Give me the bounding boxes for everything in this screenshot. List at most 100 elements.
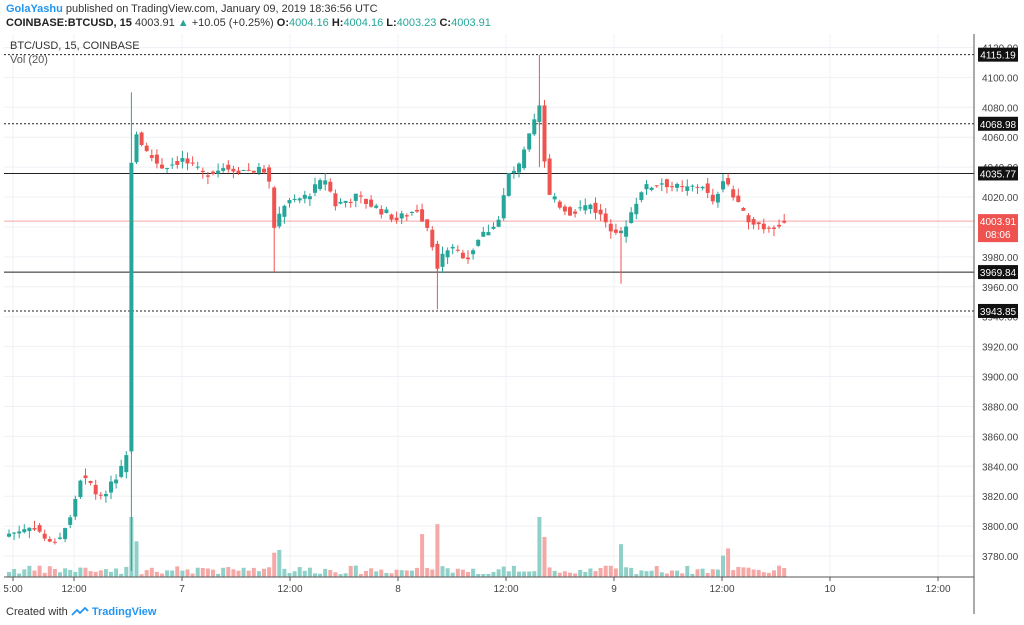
volume-bar — [695, 569, 700, 577]
candle-body — [170, 164, 175, 166]
candle-body — [532, 119, 537, 135]
created-with-label: Created with — [6, 606, 68, 618]
volume-bar — [348, 565, 353, 577]
y-tick-label: 4100.00 — [982, 73, 1019, 84]
y-tick-label: 4060.00 — [982, 133, 1019, 144]
volume-bar — [369, 568, 374, 577]
candle-body — [440, 253, 445, 267]
volume-bar — [731, 570, 736, 577]
volume-bar — [267, 567, 272, 577]
candle-body — [185, 158, 190, 164]
volume-bar — [619, 544, 623, 577]
volume-bar — [160, 573, 164, 577]
candle-body — [557, 201, 562, 208]
volume-bar — [455, 568, 460, 577]
level-label-bg — [978, 265, 1018, 280]
volume-bar — [256, 571, 261, 577]
x-tick-label: 5:00 — [4, 584, 23, 595]
volume-bar — [573, 573, 578, 577]
level-label-bg — [978, 303, 1018, 318]
volume-bar — [47, 566, 52, 577]
close-value: 4003.91 — [451, 17, 491, 29]
volume-bar — [251, 567, 256, 577]
level-label-bg — [978, 116, 1018, 131]
candle-body — [149, 155, 154, 158]
candle-body — [450, 246, 455, 249]
candle-body — [736, 195, 741, 203]
volume-bar — [272, 552, 277, 577]
volume-bar — [491, 571, 496, 577]
volume-bar — [557, 572, 562, 577]
volume-bar — [241, 567, 246, 577]
candle-body — [42, 533, 47, 539]
candle-body — [588, 204, 593, 209]
volume-bar — [149, 567, 154, 577]
candle-body — [267, 167, 272, 182]
candle-body — [190, 162, 195, 164]
volume-bar — [27, 565, 32, 577]
volume-bar — [404, 570, 409, 577]
candle-body — [313, 184, 317, 193]
candle-body — [598, 209, 603, 215]
candlestick-chart[interactable]: 3780.00 3800.00 3820.00 3840.00 3860.00 3880.… — [3, 34, 1020, 614]
volume-bar — [63, 568, 68, 577]
candle-body — [256, 166, 261, 173]
volume-bar — [83, 567, 88, 577]
volume-bar — [649, 570, 654, 577]
level-label: 3943.85 — [980, 307, 1017, 318]
low-label: L: — [386, 17, 397, 29]
candle-body — [721, 181, 725, 190]
volume-bar — [389, 573, 394, 577]
candle-body — [262, 168, 266, 173]
candle-body — [205, 175, 210, 177]
volume-bar — [109, 571, 113, 577]
volume-bar — [481, 573, 486, 577]
x-tick-label: 12:00 — [493, 584, 518, 595]
x-tick-label: 10 — [824, 584, 836, 595]
author-link[interactable]: GolaYashu — [6, 3, 63, 15]
candle-body — [364, 198, 368, 204]
volume-bar — [190, 573, 195, 577]
volume-bar — [170, 570, 175, 577]
candle-body — [154, 154, 159, 164]
y-tick-label: 3960.00 — [982, 283, 1019, 294]
volume-bar — [761, 572, 766, 577]
volume-bar — [588, 568, 593, 577]
volume-bar — [52, 568, 57, 577]
volume-bar — [700, 568, 705, 577]
candle-body — [124, 455, 129, 473]
volume-bar — [93, 571, 98, 577]
tradingview-brand[interactable]: TradingView — [91, 606, 157, 618]
candle-body — [338, 201, 343, 204]
candle-body — [547, 158, 552, 195]
y-tick-label: 3920.00 — [982, 343, 1019, 354]
candle-body — [88, 480, 93, 483]
publish-line: GolaYashu published on TradingView.com, … — [6, 3, 378, 15]
volume-bar — [746, 567, 751, 577]
candle-body — [624, 226, 629, 237]
volume-bar — [211, 569, 215, 577]
volume-bar — [450, 572, 455, 577]
volume-bar — [496, 569, 501, 577]
volume-bar — [634, 574, 639, 577]
y-tick-label: 3820.00 — [982, 492, 1019, 503]
candle-body — [7, 533, 11, 537]
candle-body — [226, 164, 231, 170]
candle-body — [200, 170, 205, 173]
volume-bar — [593, 571, 598, 577]
candle-body — [603, 213, 608, 223]
volume-bar — [552, 570, 557, 577]
candle-body — [583, 205, 588, 211]
volume-bar — [756, 569, 761, 577]
candle-body — [741, 207, 746, 211]
candle-body — [476, 239, 481, 246]
candle-body — [175, 161, 180, 165]
chart-panel[interactable]: 3780.00 3800.00 3820.00 3840.00 3860.00 3880.… — [3, 34, 1020, 614]
level-label: 3969.84 — [980, 268, 1017, 279]
volume-bar — [583, 572, 588, 577]
volume-bar — [506, 571, 511, 577]
level-label-bg — [978, 47, 1018, 62]
volume-bar — [384, 572, 389, 577]
candle-body — [93, 484, 98, 495]
volume-bar — [144, 570, 149, 577]
